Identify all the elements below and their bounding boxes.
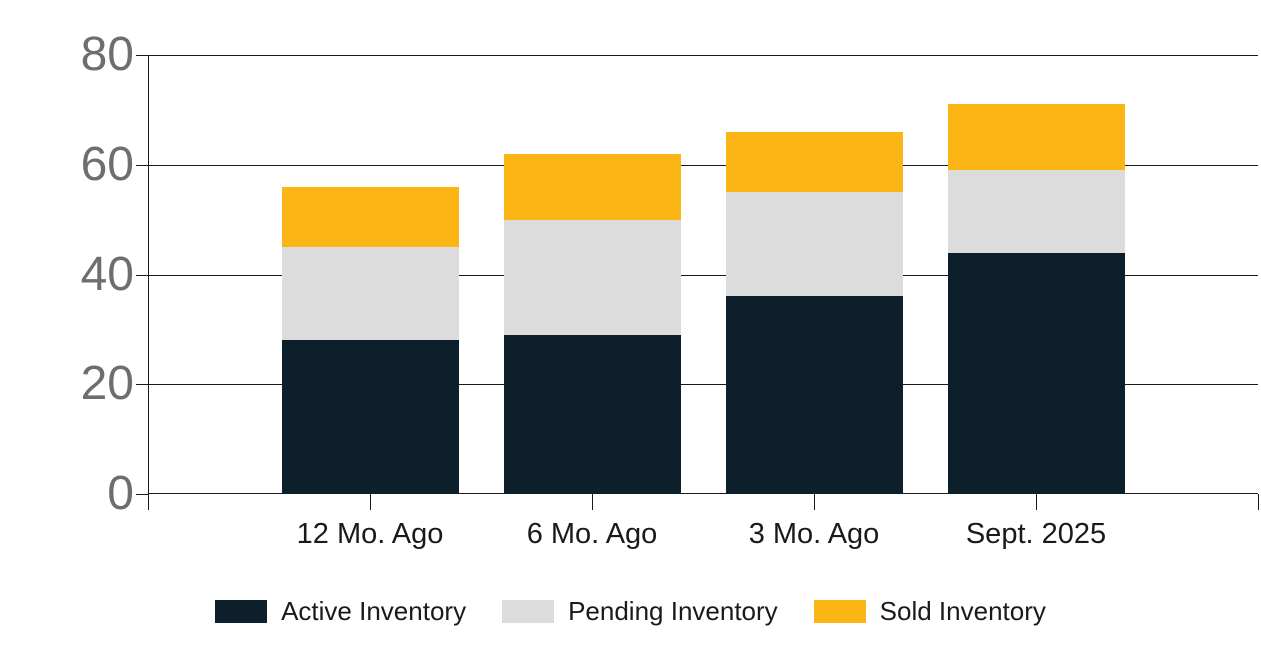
gridline-y-80 — [148, 55, 1258, 56]
bar-segment-sold-inventory-sept-2025 — [947, 104, 1125, 171]
legend-label: Active Inventory — [281, 596, 467, 626]
bar-segment-active-inventory-12-mo-ago — [281, 340, 459, 494]
y-tick-label: 60 — [80, 137, 134, 191]
x-axis-tick — [1036, 494, 1037, 510]
x-axis-end-tick-right — [1258, 494, 1259, 510]
gridline-y-20 — [148, 384, 1258, 386]
y-axis-tick — [136, 494, 148, 495]
x-axis-end-tick-left — [148, 494, 149, 510]
x-tick-label: 3 Mo. Ago — [748, 518, 880, 550]
bar-segment-sold-inventory-12-mo-ago — [281, 186, 459, 248]
y-tick-label: 40 — [80, 247, 134, 301]
bar-segment-pending-inventory-sept-2025 — [947, 170, 1125, 253]
bar-segment-pending-inventory-12-mo-ago — [281, 247, 459, 341]
x-tick-label: 12 Mo. Ago — [296, 518, 444, 550]
x-axis-tick — [814, 494, 815, 510]
x-tick-label: 6 Mo. Ago — [526, 518, 658, 550]
x-tick-label: Sept. 2025 — [965, 518, 1107, 550]
bar-segment-active-inventory-sept-2025 — [947, 252, 1125, 494]
y-axis-tick — [136, 55, 148, 56]
y-axis-tick — [136, 164, 148, 166]
legend-item-sold-inventory: Sold Inventory — [813, 596, 1046, 626]
gridline-y-40 — [148, 274, 1258, 276]
legend-label: Sold Inventory — [879, 596, 1046, 626]
bar-segment-active-inventory-6-mo-ago — [503, 334, 681, 494]
legend-item-pending-inventory: Pending Inventory — [502, 598, 778, 624]
y-tick-label: 20 — [80, 357, 134, 411]
legend-swatch-active-inventory — [215, 599, 268, 623]
legend-swatch-sold-inventory — [813, 599, 866, 623]
y-tick-label: 80 — [80, 28, 134, 81]
legend-item-active-inventory: Active Inventory — [215, 598, 466, 624]
legend-label: Pending Inventory — [568, 596, 778, 626]
bar-segment-sold-inventory-6-mo-ago — [503, 153, 681, 220]
bar-segment-pending-inventory-6-mo-ago — [503, 219, 681, 335]
bar-segment-pending-inventory-3-mo-ago — [725, 192, 903, 297]
y-axis-tick — [136, 384, 148, 386]
legend: Active Inventory Pending Inventory Sold In… — [0, 598, 1261, 624]
plot-area — [148, 55, 1258, 494]
bar-segment-active-inventory-3-mo-ago — [725, 296, 903, 494]
bar-segment-sold-inventory-3-mo-ago — [725, 131, 903, 193]
y-axis-tick — [136, 274, 148, 276]
y-tick-label: 0 — [107, 467, 134, 520]
y-axis-line — [148, 55, 149, 510]
legend-swatch-pending-inventory — [502, 599, 555, 623]
x-axis-tick — [370, 494, 371, 510]
x-axis-tick — [592, 494, 593, 510]
gridline-y-60 — [148, 164, 1258, 166]
